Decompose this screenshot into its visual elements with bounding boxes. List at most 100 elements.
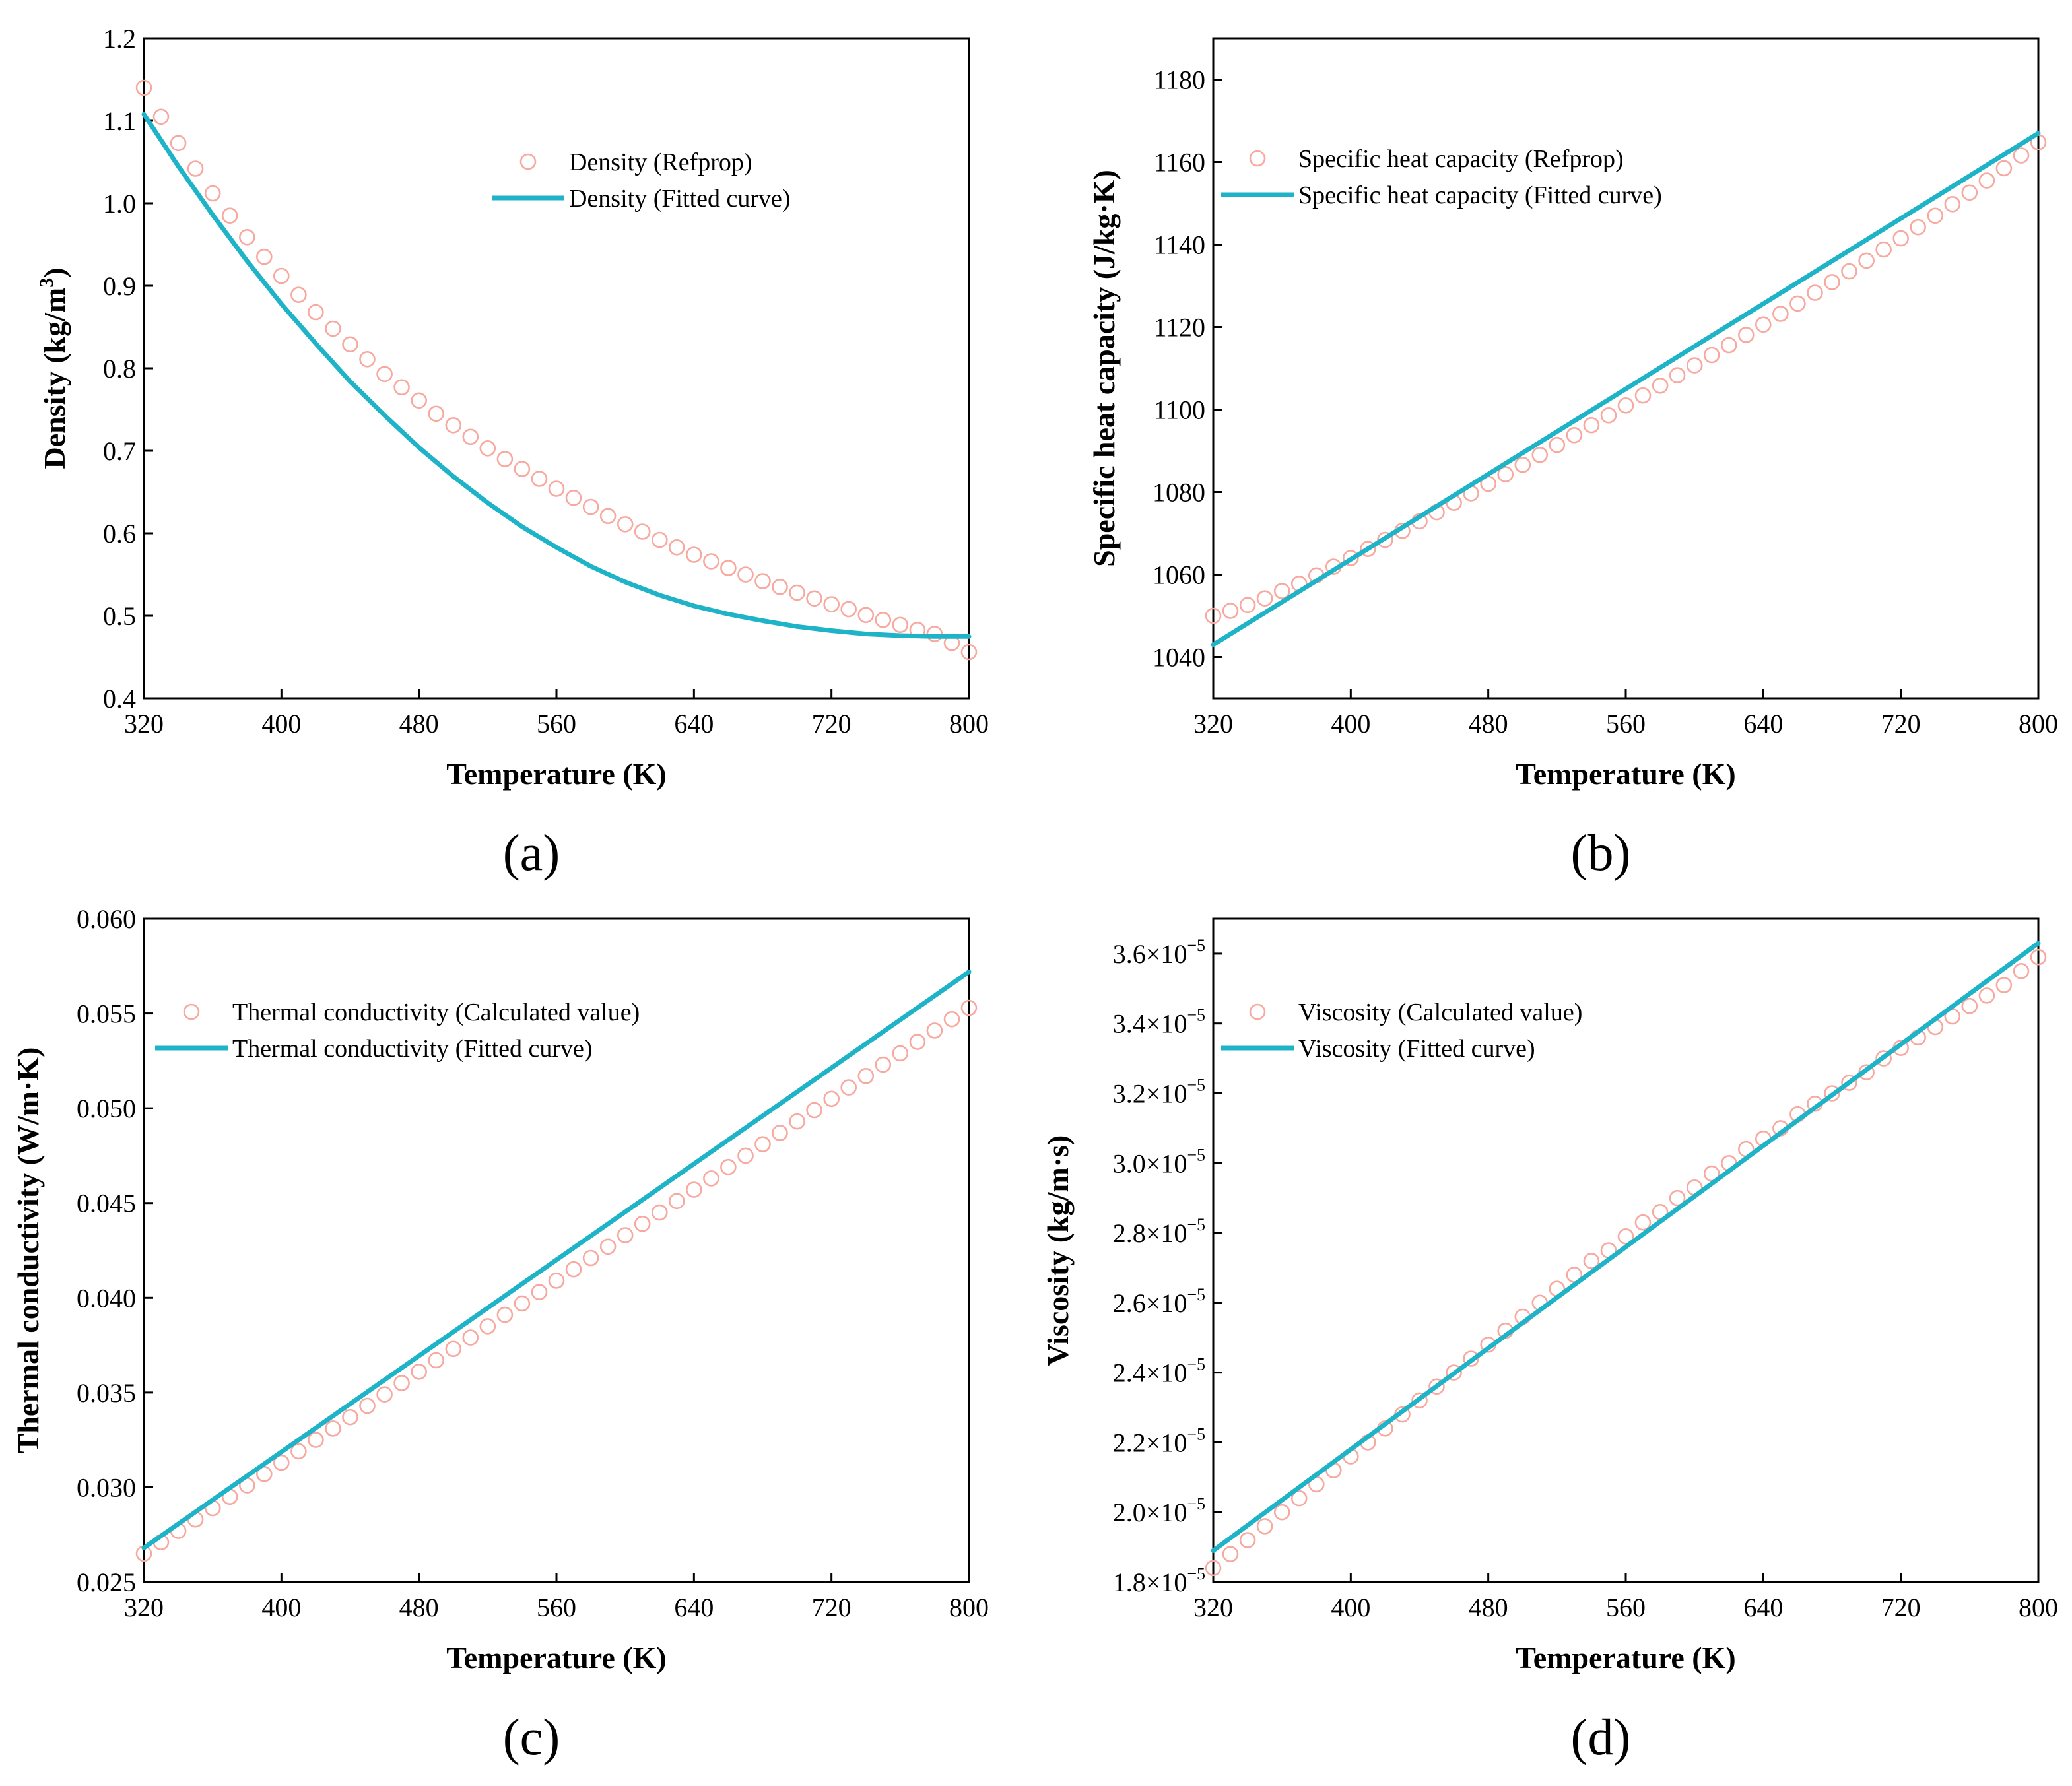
data-point [1807, 284, 1823, 301]
y-tick-label: 1.2 [103, 24, 136, 53]
y-tick-label-exponent: −5 [1187, 1145, 1205, 1164]
x-tick-label: 720 [812, 1593, 852, 1622]
y-tick-label: 1.1 [103, 106, 136, 136]
y-tick-label: 0.050 [77, 1094, 136, 1123]
data-point [1290, 1490, 1308, 1507]
y-tick-label: 1.8×10−5 [1113, 1564, 1205, 1597]
y-tick-label-base: 0.060 [77, 904, 136, 934]
y-tick-label-base: 2.0×10 [1113, 1498, 1187, 1527]
data-point [840, 601, 857, 618]
data-point [1995, 160, 2013, 177]
y-tick-label-base: 1120 [1153, 313, 1205, 343]
x-tick-label: 320 [124, 709, 164, 739]
data-point [1617, 397, 1634, 414]
data-point [1531, 446, 1549, 463]
data-point [737, 566, 754, 583]
data-point [1841, 263, 1857, 280]
y-tick-label: 1.0 [103, 189, 136, 218]
legend-label: Specific heat capacity (Refprop) [1298, 145, 1624, 173]
data-point [857, 607, 875, 624]
data-point [479, 1318, 496, 1335]
y-tick-label-base: 0.8 [103, 354, 136, 383]
data-point [1377, 531, 1393, 548]
panel-label: (d) [1571, 1708, 1631, 1766]
data-point [2030, 948, 2047, 966]
data-point [1978, 172, 1995, 189]
x-tick-label: 400 [261, 1593, 301, 1622]
data-point [411, 1364, 428, 1380]
data-point [135, 79, 152, 96]
y-tick-label: 1060 [1153, 560, 1205, 590]
legend-label: Density (Refprop) [569, 149, 752, 176]
y-tick-label-exponent: −5 [1187, 1215, 1205, 1234]
data-point [582, 1249, 599, 1267]
legend-label: Thermal conductivity (Fitted curve) [232, 1035, 593, 1063]
y-tick-label-base: 1.2 [103, 24, 136, 53]
x-tick-label: 800 [2019, 1593, 2058, 1622]
series-fitted-line [141, 969, 972, 1550]
y-tick-label: 2.8×10−5 [1113, 1215, 1205, 1248]
data-point [892, 1045, 909, 1062]
data-point [1600, 407, 1617, 424]
data-point [1497, 466, 1514, 482]
y-tick-label-exponent: −5 [1187, 1355, 1205, 1374]
y-tick-label-base: 1.0 [103, 189, 136, 218]
data-point [1566, 426, 1583, 444]
data-point [565, 1261, 582, 1278]
data-point [857, 1068, 875, 1084]
x-tick-label: 400 [1331, 709, 1370, 739]
y-tick-label-base: 0.025 [77, 1568, 136, 1597]
x-axis-title: Temperature (K) [1516, 757, 1735, 791]
y-tick-label-exponent: −5 [1187, 1424, 1205, 1443]
data-point [1824, 274, 1840, 290]
x-tick-label: 320 [1193, 709, 1233, 739]
y-tick-label-base: 0.035 [77, 1378, 136, 1408]
panel-b: 320 400 480 560 640 720 800 1040 1060 1080 1100 112… [1087, 37, 2058, 881]
data-point [1428, 1378, 1445, 1395]
data-point [1205, 607, 1222, 624]
data-point [255, 1466, 273, 1482]
data-point [686, 546, 702, 563]
data-point [308, 1432, 324, 1448]
y-tick-label: 2.0×10−5 [1113, 1494, 1205, 1527]
data-point [960, 644, 978, 661]
x-tick-label: 560 [537, 1593, 576, 1622]
y-tick-label-base: 3.4×10 [1113, 1009, 1187, 1039]
data-point [1841, 1075, 1857, 1091]
data-point [496, 1306, 514, 1323]
data-point [1411, 1392, 1428, 1409]
data-point [1239, 1532, 1256, 1548]
data-point [204, 185, 221, 202]
data-point [789, 1113, 805, 1130]
y-tick-label: 1100 [1153, 395, 1205, 425]
data-point [548, 480, 565, 497]
y-tick-label: 0.060 [77, 904, 136, 934]
legend: Viscosity (Calculated value) Viscosity (F… [1221, 999, 1582, 1063]
data-point [754, 1136, 771, 1152]
panel-a: 320 400 480 560 640 720 800 0.4 0.5 0.6 0.7 0.8 0.9 1… [36, 24, 989, 881]
data-point [514, 461, 531, 477]
y-tick-label-base: 1040 [1153, 643, 1205, 673]
data-point [531, 1284, 548, 1300]
data-point [1634, 1214, 1652, 1231]
data-point [1910, 218, 1926, 236]
data-point [445, 1340, 462, 1358]
data-point [617, 515, 634, 533]
legend: Thermal conductivity (Calculated value) T… [155, 999, 640, 1063]
x-tick-label: 320 [1193, 1593, 1233, 1622]
panel-c: 320 400 480 560 640 720 800 0.025 0.030 0.035 0.04… [11, 904, 989, 1766]
y-tick-label: 0.045 [77, 1189, 136, 1218]
data-point [359, 1397, 376, 1414]
data-point [290, 286, 307, 304]
data-point [2013, 963, 2030, 979]
data-point [669, 539, 685, 556]
x-tick-label: 400 [1331, 1593, 1370, 1622]
data-point [651, 531, 668, 548]
legend-label: Viscosity (Fitted curve) [1298, 1035, 1535, 1063]
y-axis-title-part: ) [38, 267, 71, 277]
data-point [669, 1193, 685, 1210]
data-point [1256, 1518, 1273, 1535]
data-point [1686, 357, 1703, 374]
y-tick-label: 0.7 [103, 436, 136, 466]
